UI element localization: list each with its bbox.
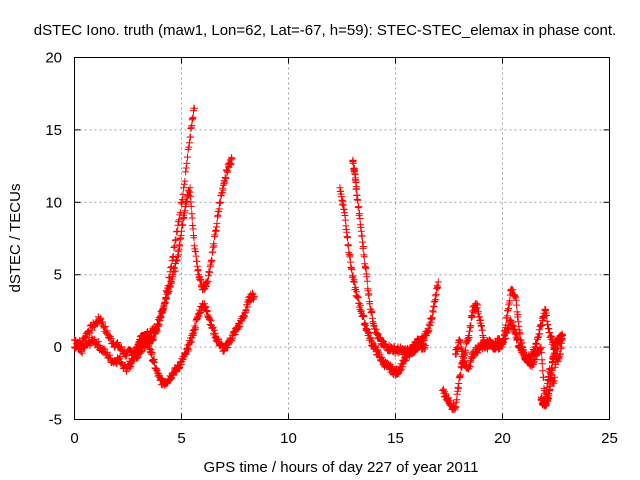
y-axis-label: dSTEC / TECUs [7,184,24,293]
series-arc-h [537,330,566,410]
x-axis-ticks: 0 5 10 15 20 25 [70,57,618,447]
series-arc-a [71,104,198,360]
marker-trace [349,156,429,358]
series-arc-c [124,289,258,389]
marker-trace [71,104,198,360]
y-tick-label: 20 [45,50,62,67]
x-axis-label: GPS time / hours of day 227 of year 2011 [204,459,479,476]
y-tick-label: 0 [54,339,62,356]
series-arc-g [451,305,566,373]
x-tick-label: 25 [601,430,618,447]
y-tick-label: 15 [45,122,62,139]
x-tick-label: 20 [494,430,511,447]
x-tick-label: 0 [70,430,78,447]
marker-trace [71,154,236,375]
marker-trace [124,289,258,389]
series-arc-d [336,184,442,379]
series-arc-e [349,156,429,358]
x-tick-label: 15 [387,430,404,447]
y-tick-label: -5 [49,412,62,429]
plot-frame [74,57,610,420]
marker-trace [537,330,566,410]
chart-title: dSTEC Iono. truth (maw1, Lon=62, Lat=-67… [34,22,616,39]
marker-trace [451,305,566,373]
y-tick-label: 5 [54,267,62,284]
marker-trace [336,184,442,379]
x-tick-label: 10 [280,430,297,447]
data-points [71,104,566,414]
y-tick-label: 10 [45,194,62,211]
x-tick-label: 5 [177,430,185,447]
series-arc-b [71,154,236,375]
